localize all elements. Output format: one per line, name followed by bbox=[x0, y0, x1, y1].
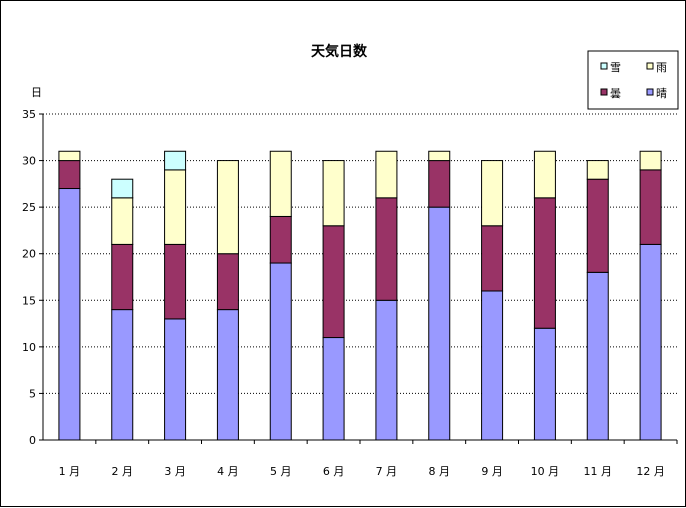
bar-segment-曇 bbox=[428, 160, 451, 208]
x-tick-label: 5 月 bbox=[270, 465, 292, 478]
y-tick-label: 5 bbox=[29, 387, 36, 400]
legend-swatch-雪 bbox=[600, 62, 608, 70]
bar-segment-雪 bbox=[111, 178, 134, 199]
bar-segment-雨 bbox=[428, 150, 451, 162]
bar-segment-晴 bbox=[111, 309, 134, 441]
x-tick-label: 8 月 bbox=[429, 465, 451, 478]
bar-segment-雪 bbox=[164, 150, 187, 171]
bar-segment-曇 bbox=[322, 225, 345, 339]
y-tick-label: 15 bbox=[22, 294, 36, 307]
bar-segment-曇 bbox=[533, 197, 556, 329]
grid-lines bbox=[43, 113, 677, 394]
bar-segment-晴 bbox=[586, 271, 609, 441]
bar-segment-曇 bbox=[375, 197, 398, 301]
bar-segment-雨 bbox=[639, 150, 662, 171]
bar-segment-雨 bbox=[58, 150, 81, 162]
legend-label-曇: 曇 bbox=[610, 87, 621, 100]
bar-segment-晴 bbox=[164, 318, 187, 441]
bar-segment-雨 bbox=[586, 160, 609, 180]
bar-segment-晴 bbox=[216, 309, 239, 441]
legend-label-雨: 雨 bbox=[656, 61, 667, 74]
bar-segment-雨 bbox=[481, 160, 504, 227]
legend-swatch-雨 bbox=[646, 62, 654, 70]
x-tick-label: 1 月 bbox=[59, 465, 81, 478]
bar-segment-雨 bbox=[322, 160, 345, 227]
x-tick-label: 9 月 bbox=[481, 465, 503, 478]
legend-label-晴: 晴 bbox=[656, 87, 667, 100]
bar-segment-晴 bbox=[58, 188, 81, 441]
legend: 雪 雨曇 晴 bbox=[587, 50, 679, 110]
x-tick-label: 2 月 bbox=[112, 465, 134, 478]
legend-swatch-曇 bbox=[600, 88, 608, 96]
legend-swatch-晴 bbox=[646, 88, 654, 96]
y-tick-label: 0 bbox=[29, 434, 36, 447]
bar-segment-雨 bbox=[216, 160, 239, 255]
x-tick-label: 6 月 bbox=[323, 465, 345, 478]
bars bbox=[58, 150, 662, 441]
x-tick-label: 4 月 bbox=[217, 465, 239, 478]
legend-box bbox=[587, 50, 679, 110]
y-tick-label: 35 bbox=[22, 108, 36, 121]
chart-title: 天気日数 bbox=[311, 43, 368, 60]
bar-segment-雨 bbox=[111, 197, 134, 245]
y-tick-label: 30 bbox=[22, 155, 36, 168]
x-tick-label: 7 月 bbox=[376, 465, 398, 478]
bar-segment-晴 bbox=[322, 337, 345, 441]
bar-segment-曇 bbox=[269, 215, 292, 264]
y-tick-label: 10 bbox=[22, 341, 36, 354]
bar-segment-雨 bbox=[164, 169, 187, 245]
bar-segment-晴 bbox=[481, 290, 504, 441]
x-tick-label: 3 月 bbox=[164, 465, 186, 478]
bar-segment-晴 bbox=[639, 243, 662, 441]
x-tick-label: 12 月 bbox=[636, 465, 665, 478]
axes: 0 5 10 15 20 25 30 35 1 月 2 月 3 月 4 月 5 月 6 月 7 月 8 月 9 … bbox=[22, 108, 678, 478]
bar-segment-曇 bbox=[58, 160, 81, 190]
bar-segment-曇 bbox=[216, 253, 239, 311]
bar-segment-曇 bbox=[481, 225, 504, 292]
bar-segment-晴 bbox=[533, 327, 556, 441]
legend-label-雪: 雪 bbox=[610, 61, 621, 74]
bar-segment-雨 bbox=[533, 150, 556, 199]
bar-segment-晴 bbox=[428, 206, 451, 441]
bar-segment-曇 bbox=[639, 169, 662, 245]
bar-segment-曇 bbox=[111, 243, 134, 311]
bar-segment-晴 bbox=[375, 299, 398, 441]
y-axis-unit: 日 bbox=[31, 86, 42, 99]
y-tick-label: 20 bbox=[22, 248, 36, 261]
bar-segment-雨 bbox=[375, 150, 398, 199]
bar-segment-雨 bbox=[269, 150, 292, 217]
y-tick-label: 25 bbox=[22, 201, 36, 214]
bar-segment-曇 bbox=[586, 178, 609, 273]
x-tick-label: 11 月 bbox=[584, 465, 613, 478]
x-tick-label: 10 月 bbox=[531, 465, 560, 478]
bar-segment-晴 bbox=[269, 262, 292, 441]
bar-segment-曇 bbox=[164, 243, 187, 320]
